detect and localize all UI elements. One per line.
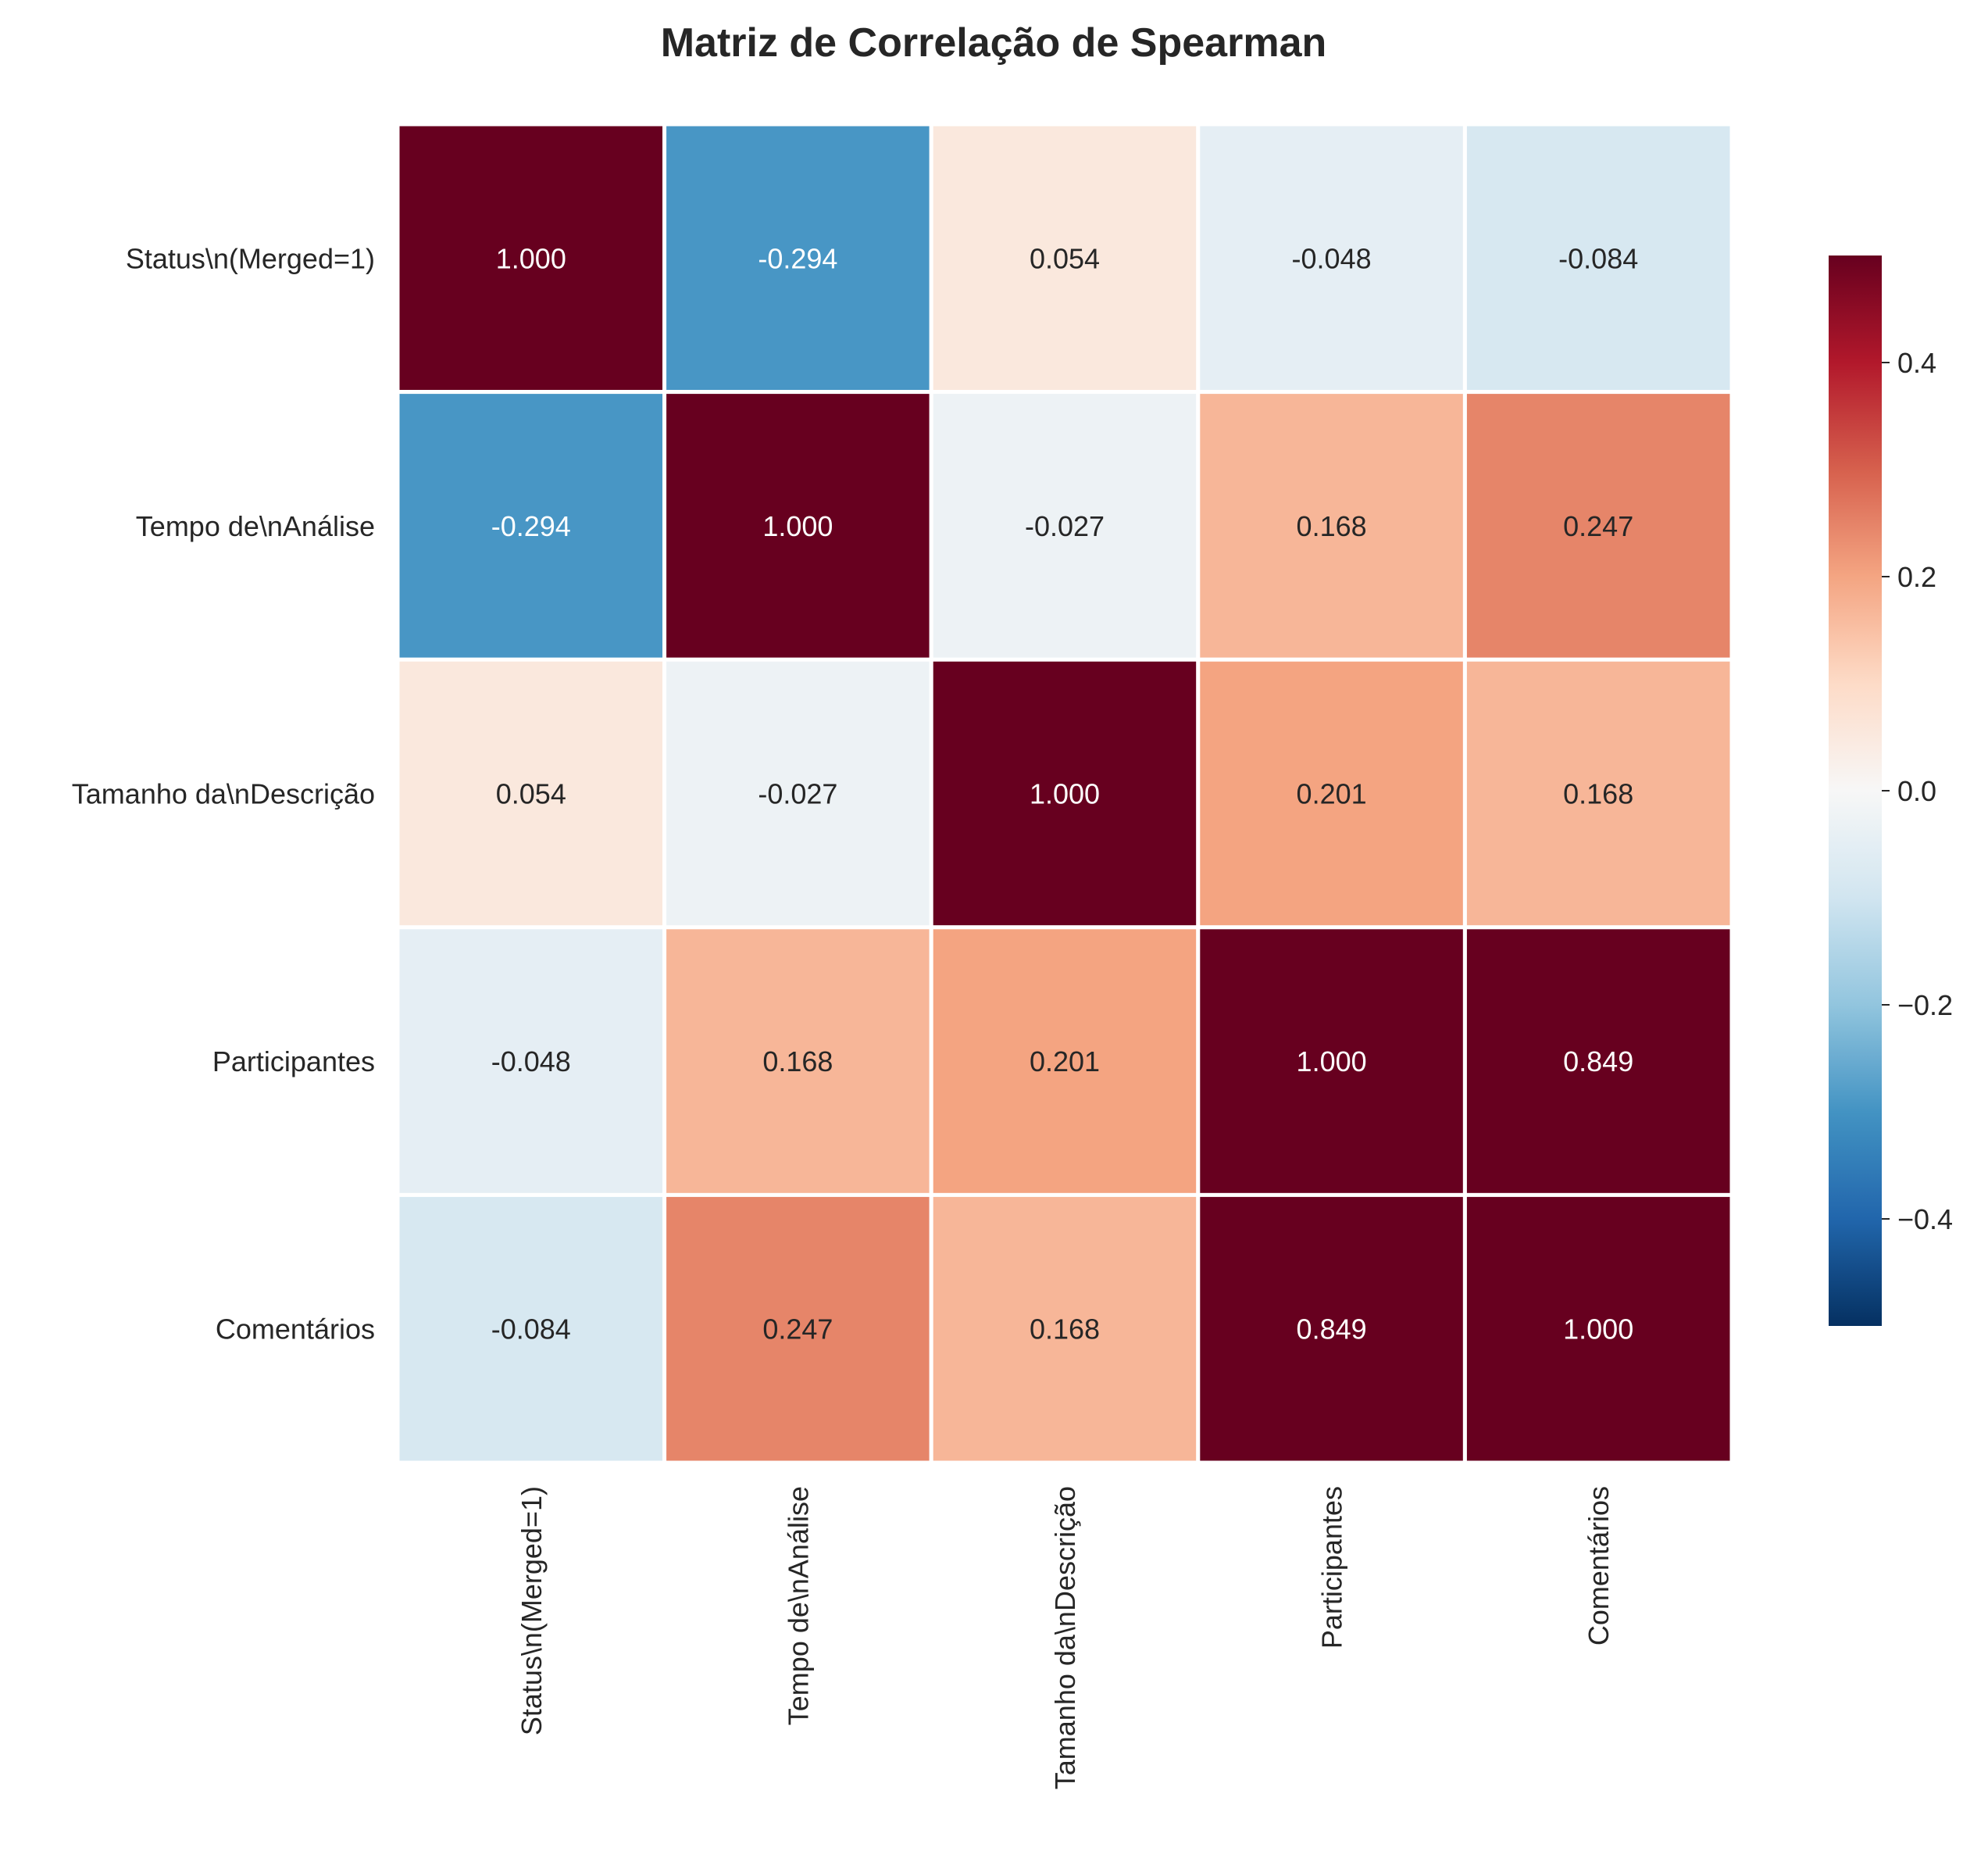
column-tick-labels: Status\n(Merged=1) Tempo de\nAnálise Taman… bbox=[516, 1486, 1615, 1789]
row-tick-label-0: Status\n(Merged=1) bbox=[126, 242, 375, 274]
cell-value-label-r4-c1: 0.247 bbox=[762, 1313, 833, 1345]
colorbar-tick-label-4: 0.4 bbox=[1897, 347, 1936, 379]
heatmap-cells: 1.000 -0.294 0.054 -0.048 -0.084 -0.294 1.000 -… bbox=[395, 122, 1734, 1465]
cell-value-label-r4-c0: -0.084 bbox=[491, 1313, 571, 1345]
cell-value-label-r1-c4: 0.247 bbox=[1563, 510, 1633, 542]
heatmap-cell-r2-c3 bbox=[1196, 657, 1467, 930]
cell-value-label-r1-c1: 1.000 bbox=[762, 510, 833, 542]
row-tick-label-3: Participantes bbox=[212, 1045, 375, 1077]
cell-value-label-r4-c2: 0.168 bbox=[1030, 1313, 1100, 1345]
colorbar-tick-label-3: 0.2 bbox=[1897, 561, 1936, 593]
heatmap-cell-r4-c2 bbox=[929, 1192, 1201, 1465]
heatmap-cell-r0-c2 bbox=[929, 122, 1201, 395]
cell-value-label-r0-c4: -0.084 bbox=[1558, 242, 1638, 274]
cell-value-label-r2-c0: 0.054 bbox=[496, 778, 566, 810]
heatmap-cell-r1-c2 bbox=[929, 390, 1201, 662]
heatmap-cell-r4-c1 bbox=[662, 1192, 933, 1465]
cell-value-label-r0-c2: 0.054 bbox=[1030, 242, 1100, 274]
heatmap-cell-r1-c0 bbox=[395, 390, 667, 662]
colorbar-tick-label-2: 0.0 bbox=[1897, 775, 1936, 807]
heatmap-cell-r2-c1 bbox=[662, 657, 933, 930]
column-tick-label-0: Status\n(Merged=1) bbox=[516, 1486, 548, 1735]
column-tick-label-2: Tamanho da\nDescrição bbox=[1049, 1486, 1081, 1789]
cell-value-label-r2-c4: 0.168 bbox=[1563, 778, 1633, 810]
heatmap-cell-r0-c0 bbox=[395, 122, 667, 395]
cell-value-label-r4-c3: 0.849 bbox=[1297, 1313, 1367, 1345]
heatmap-cell-r3-c0 bbox=[395, 925, 667, 1197]
cell-value-label-r3-c3: 1.000 bbox=[1297, 1045, 1367, 1077]
heatmap-cell-r1-c4 bbox=[1462, 390, 1734, 662]
column-tick-label-4: Comentários bbox=[1583, 1486, 1615, 1646]
cell-value-label-r2-c2: 1.000 bbox=[1030, 778, 1100, 810]
row-tick-label-1: Tempo de\nAnálise bbox=[136, 510, 375, 542]
cell-value-label-r2-c3: 0.201 bbox=[1297, 778, 1367, 810]
column-tick-label-1: Tempo de\nAnálise bbox=[782, 1486, 814, 1725]
heatmap-cell-r3-c1 bbox=[662, 925, 933, 1197]
cell-value-label-r1-c3: 0.168 bbox=[1297, 510, 1367, 542]
row-tick-labels: Status\n(Merged=1) Tempo de\nAnálise Taman… bbox=[72, 242, 375, 1345]
colorbar: −0.4 −0.2 0.0 0.2 0.4 bbox=[1829, 255, 1953, 1326]
colorbar-tick-label-1: −0.2 bbox=[1897, 989, 1953, 1021]
cell-value-label-r0-c0: 1.000 bbox=[496, 242, 566, 274]
cell-value-label-r4-c4: 1.000 bbox=[1563, 1313, 1633, 1345]
heatmap-cell-r3-c3 bbox=[1196, 925, 1467, 1197]
colorbar-tick-label-0: −0.4 bbox=[1897, 1203, 1953, 1235]
cell-value-label-r3-c4: 0.849 bbox=[1563, 1045, 1633, 1077]
colorbar-gradient bbox=[1829, 255, 1882, 1326]
heatmap-cell-r4-c4 bbox=[1462, 1192, 1734, 1465]
cell-value-label-r0-c3: -0.048 bbox=[1292, 242, 1372, 274]
cell-value-label-r1-c2: -0.027 bbox=[1025, 510, 1105, 542]
cell-value-label-r2-c1: -0.027 bbox=[758, 778, 837, 810]
heatmap-cell-r0-c3 bbox=[1196, 122, 1467, 395]
cell-value-label-r3-c0: -0.048 bbox=[491, 1045, 571, 1077]
row-tick-label-2: Tamanho da\nDescrição bbox=[72, 778, 375, 810]
cell-value-label-r3-c2: 0.201 bbox=[1030, 1045, 1100, 1077]
chart-title: Matriz de Correlação de Spearman bbox=[661, 20, 1327, 66]
cell-value-label-r1-c0: -0.294 bbox=[491, 510, 571, 542]
cell-value-label-r3-c1: 0.168 bbox=[762, 1045, 833, 1077]
row-tick-label-4: Comentários bbox=[216, 1313, 375, 1345]
column-tick-label-3: Participantes bbox=[1316, 1486, 1348, 1649]
heatmap-cell-r4-c0 bbox=[395, 1192, 667, 1465]
heatmap-cell-r3-c4 bbox=[1462, 925, 1734, 1197]
heatmap-cell-r2-c4 bbox=[1462, 657, 1734, 930]
cell-value-label-r0-c1: -0.294 bbox=[758, 242, 837, 274]
heatmap-cell-r3-c2 bbox=[929, 925, 1201, 1197]
heatmap-cell-r0-c1 bbox=[662, 122, 933, 395]
